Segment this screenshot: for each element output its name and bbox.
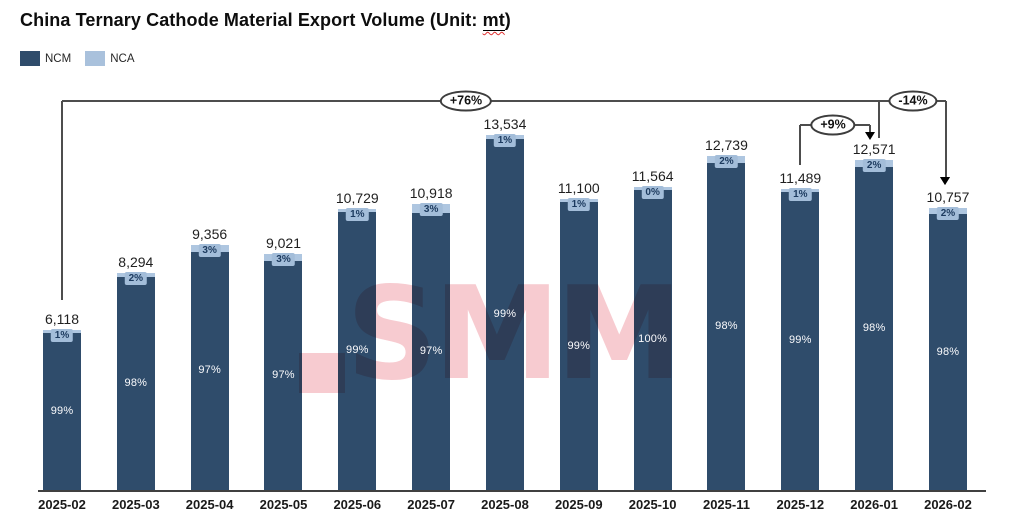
nca-share-label: 1% (50, 329, 74, 343)
ncm-share-label: 98% (936, 345, 960, 358)
legend-swatch-ncm (20, 51, 40, 66)
ncm-share-label: 97% (419, 344, 443, 357)
annotation-arrowhead (940, 177, 951, 186)
annotation-oval: -14% (888, 90, 938, 112)
legend-swatch-nca (85, 51, 106, 66)
legend-label-ncm: NCM (45, 52, 72, 65)
bar-total-label: 10,918 (409, 184, 453, 201)
chart-title: China Ternary Cathode Material Export Vo… (20, 10, 511, 31)
title-unit-text: mt (482, 10, 505, 30)
x-axis-tick-label: 2025-04 (185, 497, 234, 512)
nca-share-label: 2% (936, 207, 960, 221)
bar-total-label: 11,489 (779, 169, 822, 186)
bar-total-label: 13,534 (483, 116, 527, 133)
x-axis-line (38, 490, 986, 492)
bar-total-label: 11,564 (631, 167, 674, 184)
annotation-oval: +76% (439, 90, 493, 112)
x-axis-tick-label: 2025-09 (554, 497, 603, 512)
x-axis-tick-label: 2026-01 (850, 497, 898, 512)
x-axis-tick-label: 2025-10 (628, 497, 677, 512)
bar-total-label: 10,757 (926, 189, 970, 206)
bar-total-label: 12,571 (852, 141, 896, 158)
legend-item-ncm: NCM (20, 51, 71, 66)
ncm-share-label: 99% (788, 334, 812, 347)
nca-share-label: 0% (641, 185, 664, 199)
annotation-line (944, 101, 947, 178)
nca-share-label: 1% (567, 198, 591, 212)
bar-ncm-segment (338, 211, 377, 491)
bar-total-label: 9,021 (265, 234, 301, 251)
title-text: China Ternary Cathode Material Export Vo… (20, 10, 483, 30)
ncm-share-label: 97% (272, 368, 295, 381)
annotation-oval: +9% (810, 114, 856, 136)
bar-ncm-segment (928, 214, 967, 491)
bar-total-label: 12,739 (705, 136, 748, 153)
annotation-line (61, 101, 63, 301)
x-axis-tick-label: 2025-07 (407, 497, 455, 512)
bar-ncm-segment (855, 167, 894, 491)
ncm-share-label: 100% (638, 333, 668, 346)
ncm-share-label: 99% (493, 308, 517, 321)
bar-ncm-segment (707, 162, 746, 491)
ncm-share-label: 98% (124, 376, 148, 389)
bar-ncm-segment (781, 191, 820, 491)
x-axis-tick-label: 2025-08 (481, 497, 529, 512)
title-close-paren: ) (504, 10, 511, 30)
bar-ncm-segment (190, 251, 229, 491)
legend-label-nca: NCA (110, 52, 135, 65)
nca-share-label: 1% (493, 134, 517, 148)
ncm-share-label: 99% (346, 344, 369, 357)
nca-share-label: 1% (346, 207, 369, 221)
x-axis-tick-label: 2025-12 (776, 497, 825, 512)
ncm-share-label: 98% (715, 319, 738, 332)
bar-ncm-segment (116, 276, 155, 491)
annotation-line (799, 125, 801, 165)
bar-ncm-segment (43, 333, 81, 491)
nca-share-label: 3% (272, 252, 295, 266)
title-unit: mt (482, 10, 505, 31)
nca-share-label: 2% (862, 159, 886, 173)
nca-share-label: 3% (419, 202, 443, 216)
ncm-share-label: 99% (567, 339, 591, 352)
nca-share-label: 1% (789, 187, 812, 201)
legend-item-nca: NCA (85, 51, 134, 66)
ncm-share-label: 98% (862, 322, 886, 335)
x-axis-tick-label: 2025-11 (702, 497, 750, 512)
annotation-line (878, 101, 880, 139)
bar-total-label: 6,118 (45, 311, 79, 328)
x-axis-tick-label: 2025-06 (333, 497, 382, 512)
bar-total-label: 8,294 (118, 253, 154, 270)
x-axis-tick-label: 2026-02 (924, 497, 972, 512)
nca-share-label: 3% (198, 243, 221, 257)
bar-ncm-segment (485, 139, 524, 491)
ncm-share-label: 99% (50, 405, 74, 418)
bar-ncm-segment (264, 260, 303, 491)
bar-total-label: 9,356 (192, 225, 228, 242)
annotation-line (62, 100, 946, 102)
annotation-arrowhead (864, 132, 875, 141)
bar-ncm-segment (412, 212, 451, 491)
ncm-share-label: 97% (198, 364, 221, 377)
nca-share-label: 2% (715, 154, 738, 168)
nca-share-label: 2% (124, 271, 148, 285)
bar-total-label: 11,100 (557, 180, 600, 197)
x-axis-tick-label: 2025-03 (111, 497, 160, 512)
bar-ncm-segment (633, 189, 672, 491)
bar-ncm-segment (559, 202, 598, 491)
x-axis-tick-label: 2025-05 (259, 497, 308, 512)
bar-total-label: 10,729 (335, 189, 379, 206)
legend: NCM NCA (20, 51, 134, 66)
x-axis-tick-label: 2025-02 (38, 497, 86, 512)
annotation-line (869, 125, 871, 133)
